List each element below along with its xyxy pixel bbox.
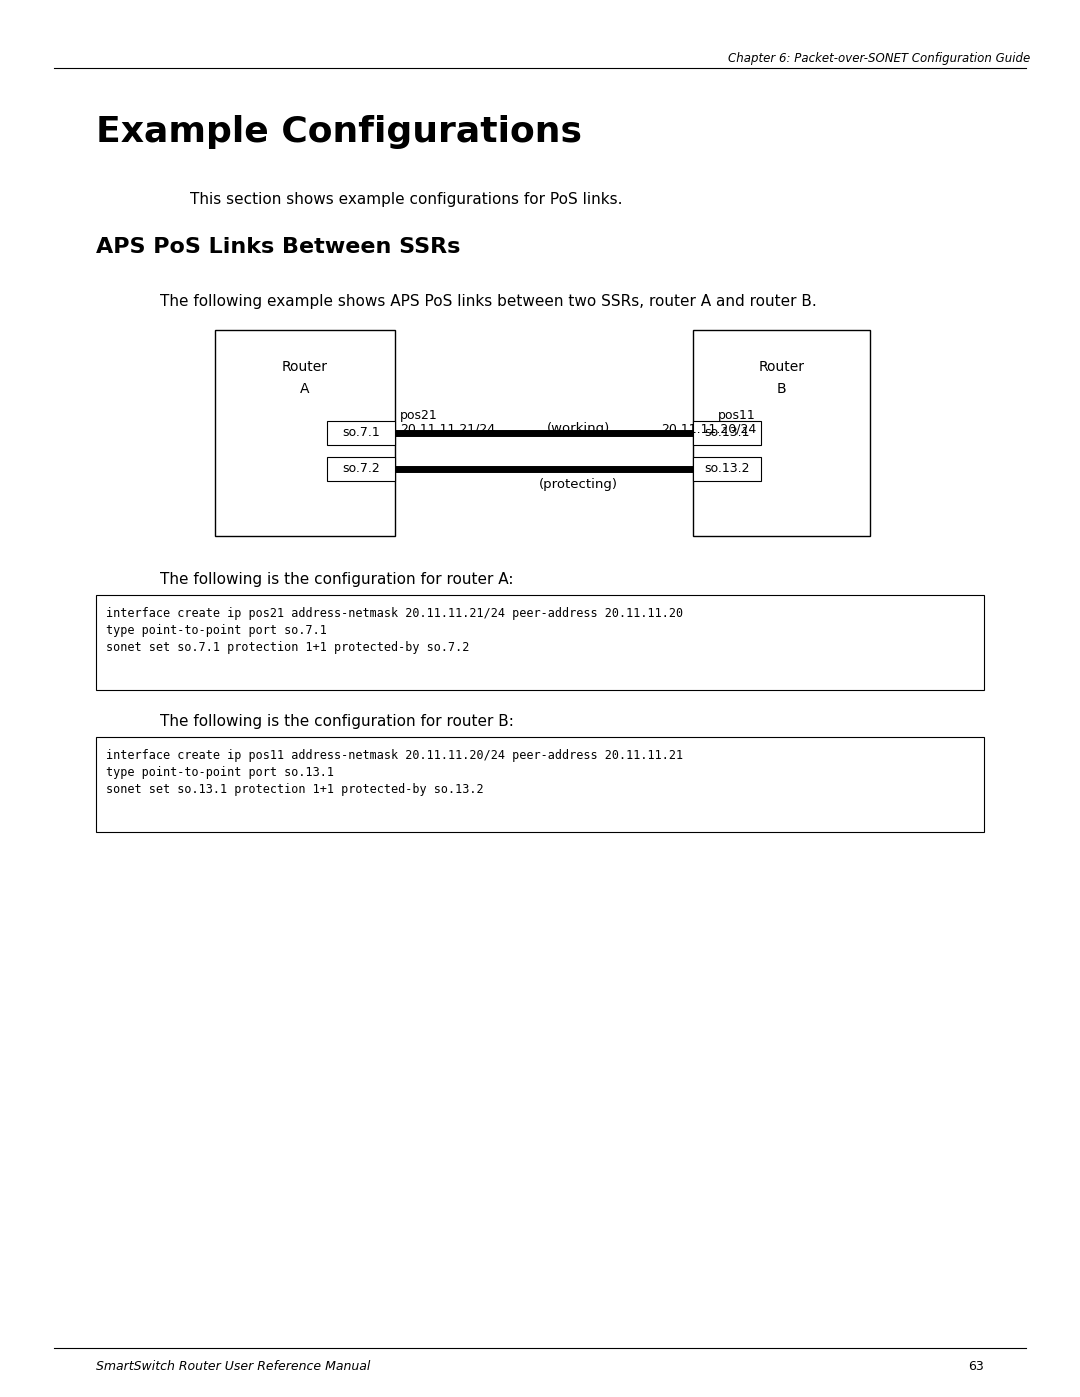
Text: A: A: [300, 381, 310, 395]
Text: type point-to-point port so.13.1: type point-to-point port so.13.1: [106, 766, 334, 780]
Bar: [215, 330, 395, 536]
Text: 63: 63: [969, 1361, 984, 1373]
Text: Router: Router: [282, 360, 328, 374]
Text: so.7.2: so.7.2: [342, 462, 380, 475]
Text: sonet set so.13.1 protection 1+1 protected-by so.13.2: sonet set so.13.1 protection 1+1 protect…: [106, 782, 484, 796]
Text: B: B: [777, 381, 786, 395]
Bar: [693, 420, 761, 446]
Text: interface create ip pos21 address-netmask 20.11.11.21/24 peer-address 20.11.11.2: interface create ip pos21 address-netmas…: [106, 608, 684, 620]
Bar: [96, 595, 984, 690]
Text: pos11: pos11: [718, 409, 756, 422]
Text: 20.11.11.20/24: 20.11.11.20/24: [661, 422, 756, 434]
Text: The following is the configuration for router A:: The following is the configuration for r…: [160, 571, 513, 587]
Text: Example Configurations: Example Configurations: [96, 115, 582, 149]
Text: so.13.1: so.13.1: [704, 426, 750, 440]
Text: so.7.1: so.7.1: [342, 426, 380, 440]
Bar: [693, 457, 761, 481]
Text: Chapter 6: Packet-over-SONET Configuration Guide: Chapter 6: Packet-over-SONET Configurati…: [728, 52, 1030, 66]
Text: (working): (working): [546, 422, 609, 434]
Bar: [327, 420, 395, 446]
Text: interface create ip pos11 address-netmask 20.11.11.20/24 peer-address 20.11.11.2: interface create ip pos11 address-netmas…: [106, 749, 684, 761]
Bar: [693, 330, 870, 536]
Text: The following is the configuration for router B:: The following is the configuration for r…: [160, 714, 514, 729]
Text: The following example shows APS PoS links between two SSRs, router A and router : The following example shows APS PoS link…: [160, 293, 816, 309]
Text: so.13.2: so.13.2: [704, 462, 750, 475]
Text: pos21: pos21: [400, 409, 437, 422]
Text: SmartSwitch Router User Reference Manual: SmartSwitch Router User Reference Manual: [96, 1361, 370, 1373]
Text: sonet set so.7.1 protection 1+1 protected-by so.7.2: sonet set so.7.1 protection 1+1 protecte…: [106, 641, 470, 654]
Text: 20.11.11.21/24: 20.11.11.21/24: [400, 422, 495, 434]
Bar: [327, 457, 395, 481]
Text: Router: Router: [758, 360, 805, 374]
Text: APS PoS Links Between SSRs: APS PoS Links Between SSRs: [96, 237, 460, 257]
Bar: [96, 738, 984, 833]
Text: (protecting): (protecting): [539, 478, 618, 490]
Text: type point-to-point port so.7.1: type point-to-point port so.7.1: [106, 624, 327, 637]
Text: This section shows example configurations for PoS links.: This section shows example configuration…: [190, 191, 622, 207]
